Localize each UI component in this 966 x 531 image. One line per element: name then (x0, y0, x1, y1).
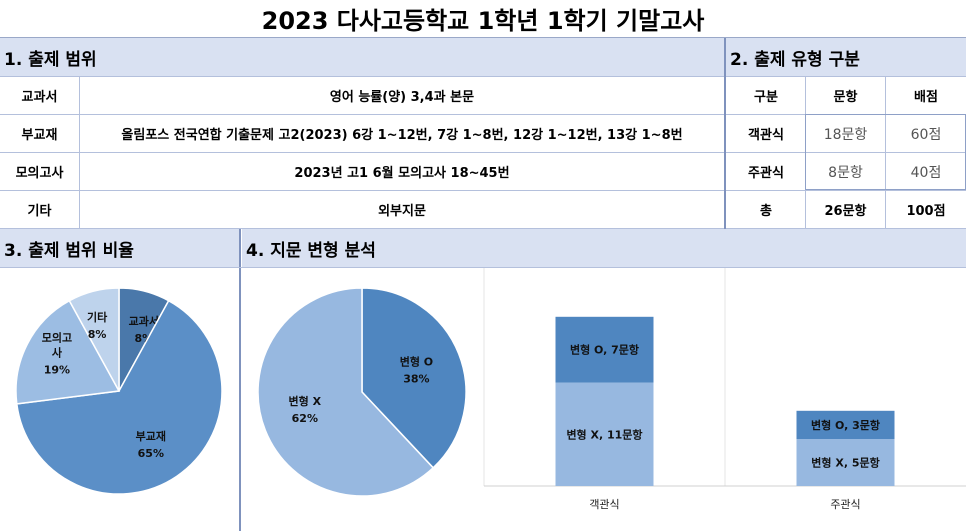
pie-value-1: 62% (292, 412, 318, 425)
types-label-total: 총 (727, 191, 805, 228)
chart1-heading: 3. 출제 범위 비율 (0, 229, 239, 267)
bar-label-1-1: 변형 O, 3문항 (811, 418, 880, 432)
pie-value-0: 38% (403, 373, 429, 386)
types-count-subjective: 8문항 (806, 153, 885, 190)
types-score-subjective: 40점 (886, 153, 966, 190)
types-header-category: 구분 (727, 77, 805, 114)
scope-label-other: 기타 (0, 191, 79, 228)
bar-0-0 (555, 382, 654, 486)
pie-value-1: 65% (138, 447, 164, 460)
bar-1-0 (796, 439, 895, 486)
types-score-objective: 60점 (886, 115, 966, 152)
types-label-subjective: 주관식 (727, 153, 805, 190)
scope-value-textbook: 영어 능률(양) 3,4과 본문 (80, 77, 724, 114)
scope-value-mock: 2023년 고1 6월 모의고사 18~45번 (80, 153, 724, 190)
x-tick-0: 객관식 (589, 498, 619, 511)
scope-label-subbook: 부교재 (0, 115, 79, 152)
scope-heading: 1. 출제 범위 (0, 38, 724, 76)
variation-pie-chart: 변형 O 38% 변형 X 62% (257, 287, 467, 497)
pie-slice-3 (68, 287, 120, 392)
scope-label-textbook: 교과서 (0, 77, 79, 114)
pie-value-2: 19% (44, 363, 70, 376)
bar-label-0-0: 변형 X, 11문항 (566, 427, 642, 441)
bar-0-1 (555, 316, 654, 383)
pie-slice-2 (15, 299, 121, 405)
x-tick-1: 주관식 (830, 498, 860, 511)
types-label-objective: 객관식 (727, 115, 805, 152)
types-count-total: 26문항 (806, 191, 885, 228)
scope-value-other: 외부지문 (80, 191, 724, 228)
types-score-total: 100점 (886, 191, 966, 228)
page-title: 2023 다사고등학교 1학년 1학기 기말고사 (0, 0, 966, 38)
bar-1-1 (796, 410, 895, 439)
types-header-count: 문항 (806, 77, 885, 114)
pie-label-3: 기타 (87, 310, 108, 324)
pie-value-3: 8% (88, 328, 107, 341)
scope-label-mock: 모의고사 (0, 153, 79, 190)
bar-label-1-0: 변형 X, 5문항 (811, 456, 879, 470)
pie-label-2: 모의고 사 (42, 330, 72, 359)
pie-label-0: 교과서 (129, 314, 159, 328)
bar-label-0-1: 변형 O, 7문항 (570, 343, 639, 357)
scope-value-subbook: 올림포스 전국연합 기출문제 고2(2023) 6강 1~12번, 7강 1~8… (80, 115, 724, 152)
types-count-objective: 18문항 (806, 115, 885, 152)
pie-label-0: 변형 O (400, 355, 433, 369)
pie-label-1: 변형 X (289, 394, 322, 408)
types-heading: 2. 출제 유형 구분 (726, 38, 966, 76)
pie-slice-1 (15, 299, 223, 495)
chart2-heading: 4. 지문 변형 분석 (242, 229, 966, 267)
pie-slice-1 (257, 287, 435, 497)
pie-slice-0 (361, 287, 467, 469)
types-header-score: 배점 (886, 77, 966, 114)
pie-label-1: 부교재 (136, 429, 166, 443)
